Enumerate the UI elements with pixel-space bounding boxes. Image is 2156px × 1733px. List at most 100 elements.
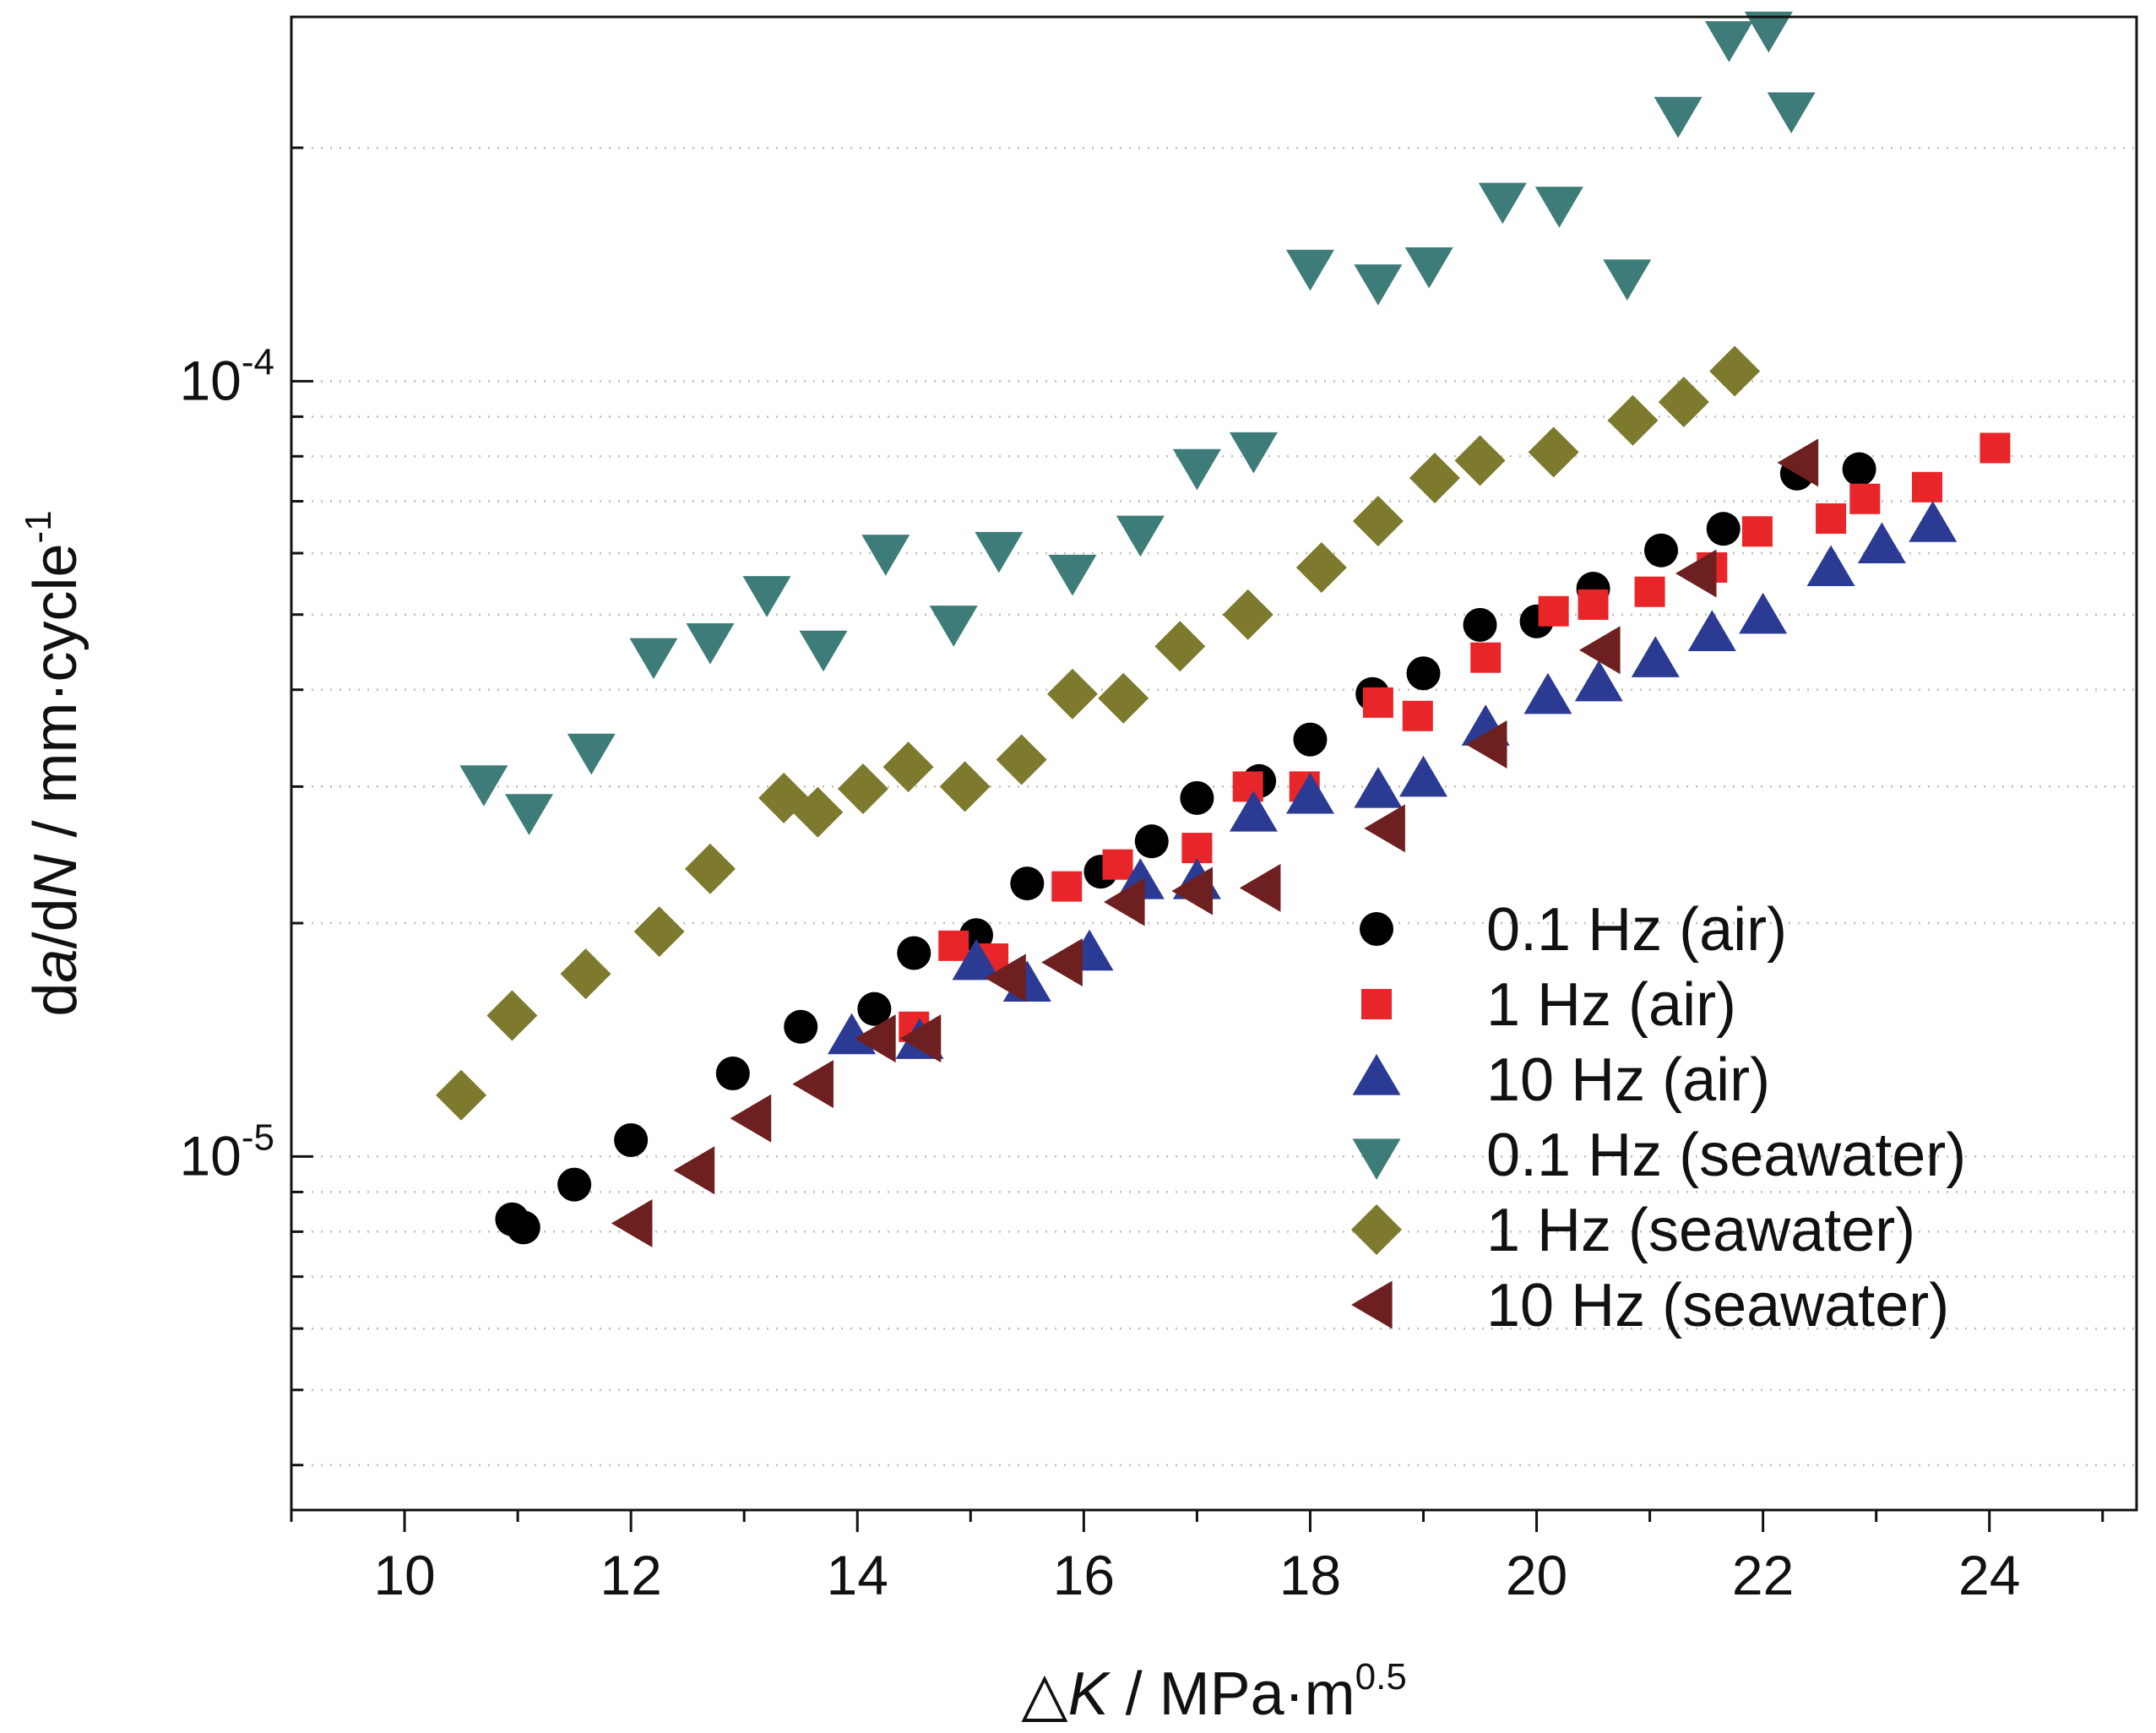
- data-point: [1777, 438, 1819, 487]
- data-point: [1048, 554, 1097, 596]
- data-point: [730, 1094, 772, 1143]
- data-point: [1409, 453, 1460, 504]
- data-point: [1528, 426, 1579, 478]
- x-tick-label: 20: [1506, 1544, 1567, 1606]
- y-axis-title-part2: /d: [22, 898, 90, 948]
- legend-marker: [1352, 1054, 1401, 1095]
- data-point: [1102, 849, 1133, 880]
- data-point: [1454, 435, 1506, 486]
- data-point: [1354, 264, 1403, 306]
- data-point: [828, 1013, 877, 1055]
- y-tick-label: 10-4: [179, 341, 274, 411]
- data-point: [633, 906, 685, 958]
- data-point: [1744, 11, 1793, 53]
- data-point: [985, 953, 1026, 1002]
- legend-item: 0.1 Hz (seawater): [1352, 1122, 1966, 1189]
- data-point: [1634, 576, 1665, 607]
- y-axis-title-exponent: -1: [18, 510, 59, 543]
- legend-item: 0.1 Hz (air): [1360, 896, 1787, 964]
- data-point: [1051, 871, 1083, 902]
- data-point: [560, 948, 611, 1000]
- data-point: [1687, 610, 1736, 651]
- y-axis-title-italic-n: N: [22, 853, 90, 898]
- data-point: [897, 936, 931, 970]
- data-point: [952, 938, 1001, 981]
- data-point: [506, 1210, 540, 1245]
- y-tick-exponent: -5: [242, 1116, 274, 1158]
- data-point: [1232, 771, 1263, 802]
- x-tick-label: 24: [1958, 1544, 2020, 1606]
- x-tick-label: 16: [1053, 1544, 1115, 1606]
- data-point: [1675, 549, 1717, 598]
- data-point: [611, 1199, 653, 1248]
- legend-marker: [1360, 912, 1393, 946]
- x-tick-label: 22: [1732, 1544, 1794, 1606]
- x-tick-label: 18: [1279, 1544, 1341, 1606]
- legend: 0.1 Hz (air) 1 Hz (air) 10 Hz (air) 0.1 Hz …: [1351, 896, 1966, 1339]
- data-point: [1354, 767, 1403, 808]
- data-point: [1912, 471, 1943, 503]
- data-point: [784, 1009, 818, 1044]
- y-axis-title-part1: d: [22, 983, 90, 1017]
- data-point: [938, 930, 969, 961]
- y-tick-label: 10-5: [179, 1116, 274, 1187]
- data-point: [1463, 607, 1497, 642]
- data-point: [715, 1056, 750, 1090]
- series-6: [611, 438, 1819, 1248]
- data-point: [792, 1060, 834, 1109]
- legend-label: 1 Hz (seawater): [1486, 1197, 1915, 1264]
- data-point: [1980, 432, 2011, 464]
- data-point: [799, 630, 848, 672]
- data-point: [629, 638, 678, 680]
- data-point: [1578, 589, 1609, 620]
- data-point: [436, 1069, 487, 1121]
- data-point: [742, 576, 791, 617]
- data-point: [1538, 595, 1569, 627]
- x-axis-title-prefix: △: [1021, 1660, 1068, 1728]
- legend-marker: [1351, 1204, 1402, 1255]
- legend-item: 10 Hz (seawater): [1351, 1272, 1949, 1339]
- data-point: [567, 733, 616, 775]
- data-point: [1741, 516, 1773, 547]
- data-point: [1295, 541, 1347, 593]
- data-point: [975, 531, 1024, 573]
- x-axis-title-symbol: K: [1068, 1660, 1111, 1728]
- data-point: [1171, 866, 1213, 915]
- data-point: [792, 786, 844, 838]
- data-point: [1222, 589, 1274, 640]
- legend-marker: [1361, 989, 1392, 1019]
- series-4: [459, 11, 1816, 835]
- data-point: [1406, 656, 1441, 691]
- data-point: [1574, 660, 1623, 702]
- legend-label: 0.1 Hz (air): [1486, 896, 1787, 964]
- y-axis-title: da/dN / mm·cycle-1: [18, 510, 90, 1016]
- data-point: [1816, 503, 1847, 534]
- data-point: [1578, 626, 1621, 675]
- data-point: [1404, 247, 1453, 289]
- data-point: [505, 794, 554, 835]
- y-axis-title-italic-a: a: [22, 949, 90, 983]
- data-point: [1465, 720, 1507, 769]
- legend-label: 0.1 Hz (seawater): [1486, 1122, 1966, 1189]
- data-point: [1041, 938, 1083, 987]
- legend-item: 1 Hz (air): [1361, 971, 1736, 1039]
- grid: [293, 146, 2135, 1467]
- data-point: [1607, 394, 1659, 446]
- data-point: [1654, 96, 1703, 139]
- data-point: [939, 761, 991, 812]
- data-point: [684, 843, 736, 894]
- data-point: [1239, 863, 1281, 912]
- legend-label: 1 Hz (air): [1486, 971, 1736, 1039]
- y-tick-exponent: -4: [242, 341, 274, 383]
- data-point: [1229, 432, 1278, 474]
- data-point: [1180, 780, 1214, 815]
- data-point: [686, 623, 735, 665]
- data-point: [1909, 501, 1958, 542]
- data-point: [1285, 772, 1334, 814]
- data-point: [614, 1122, 649, 1157]
- data-point: [1098, 672, 1149, 724]
- data-point: [1658, 377, 1709, 428]
- x-tick-label: 12: [600, 1544, 661, 1606]
